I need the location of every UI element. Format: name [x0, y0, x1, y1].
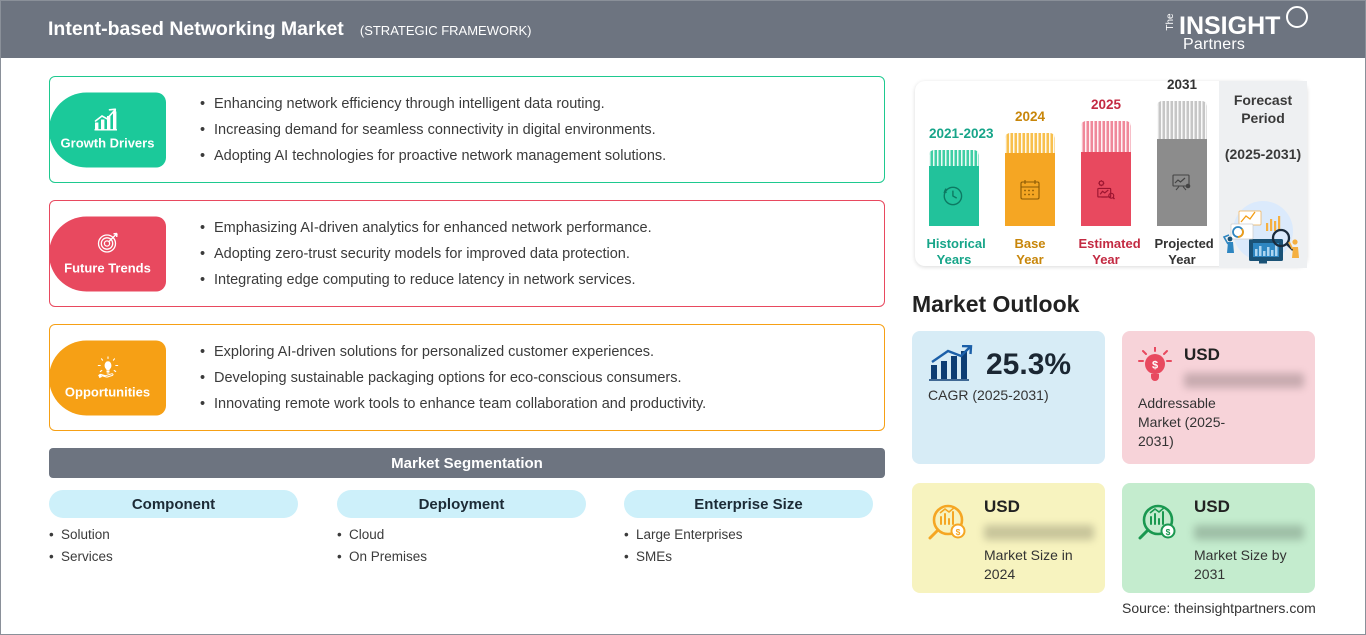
- svg-text:$: $: [1166, 527, 1171, 537]
- svg-text:$: $: [1152, 360, 1158, 372]
- svg-text:$: $: [956, 527, 961, 537]
